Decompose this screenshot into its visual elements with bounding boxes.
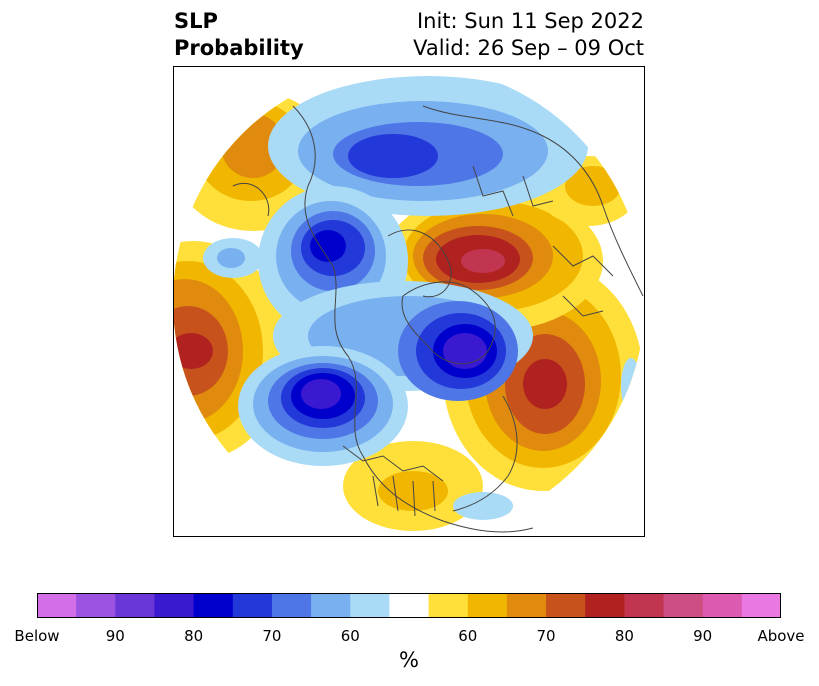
arctic-below-75 (348, 134, 438, 178)
country-borders-asia (472, 165, 554, 217)
namerica-above-65 (378, 471, 448, 511)
colorbar-segment (271, 593, 312, 618)
colorbar-segment (741, 593, 781, 618)
country-borders-east (552, 245, 614, 317)
atlantic-above-80 (523, 359, 567, 409)
colorbar-unit: % (399, 648, 419, 672)
map-border (173, 66, 645, 537)
colorbar-segment (663, 593, 704, 618)
colorbar-svg (37, 593, 781, 618)
title-left: SLP Probability (174, 8, 304, 62)
colorbar-border (37, 593, 781, 618)
colorbar-segment (585, 593, 625, 618)
title-field-name: SLP (174, 9, 218, 33)
colorbar (37, 593, 781, 618)
colorbar-tick-label: 70 (536, 627, 556, 645)
hudson-below-85 (443, 333, 487, 369)
colorbar-segment (76, 593, 116, 618)
title-right: Init: Sun 11 Sep 2022 Valid: 26 Sep – 09… (413, 8, 644, 62)
state-borders (372, 475, 436, 517)
colorbar-segment (428, 593, 469, 618)
coastline-arctic-islands (387, 229, 452, 298)
colorbar-segment (389, 593, 430, 618)
coastline-eurasia (422, 105, 644, 297)
colorbar-tick-label: 80 (184, 627, 204, 645)
colorbar-tick-label: 60 (340, 627, 360, 645)
bottom-below-60 (453, 492, 513, 520)
colorbar-segment (467, 593, 508, 618)
colorbar-tick-label: Below (14, 627, 60, 645)
colorbar-segment (37, 593, 77, 618)
coastline-main (292, 105, 534, 533)
colorbar-segment (624, 593, 665, 618)
border-us-canada (342, 445, 444, 482)
valid-range: Valid: 26 Sep – 09 Oct (413, 36, 644, 60)
colorbar-segment (311, 593, 351, 618)
northeast-above-65 (565, 166, 621, 206)
alaska-below-85 (301, 379, 341, 409)
colorbar-tick-label: 60 (458, 627, 478, 645)
siberia-above-85 (461, 249, 505, 273)
colorbar-tick-label: 70 (262, 627, 282, 645)
init-date: Init: Sun 11 Sep 2022 (416, 9, 644, 33)
scandinavia-below-80 (310, 230, 346, 262)
title-field-type: Probability (174, 36, 304, 60)
colorbar-segment (232, 593, 273, 618)
coastline-europe-west (232, 182, 270, 217)
colorbar-tick-label: Above (757, 627, 805, 645)
west-below-65 (217, 248, 245, 268)
colorbar-segment (115, 593, 155, 618)
colorbar-segment (506, 593, 547, 618)
colorbar-tick-label: 90 (105, 627, 125, 645)
colorbar-segment (350, 593, 390, 618)
colorbar-segment (154, 593, 195, 618)
coastline-hudson (401, 281, 496, 365)
map-svg (173, 66, 645, 537)
colorbar-segment (193, 593, 234, 618)
probability-map (173, 66, 645, 537)
colorbar-tick-label: 90 (693, 627, 713, 645)
colorbar-segment (546, 593, 586, 618)
colorbar-segment (702, 593, 743, 618)
coastline-east-america (452, 395, 518, 512)
coastlines (232, 105, 644, 533)
colorbar-tick-label: 80 (614, 627, 634, 645)
